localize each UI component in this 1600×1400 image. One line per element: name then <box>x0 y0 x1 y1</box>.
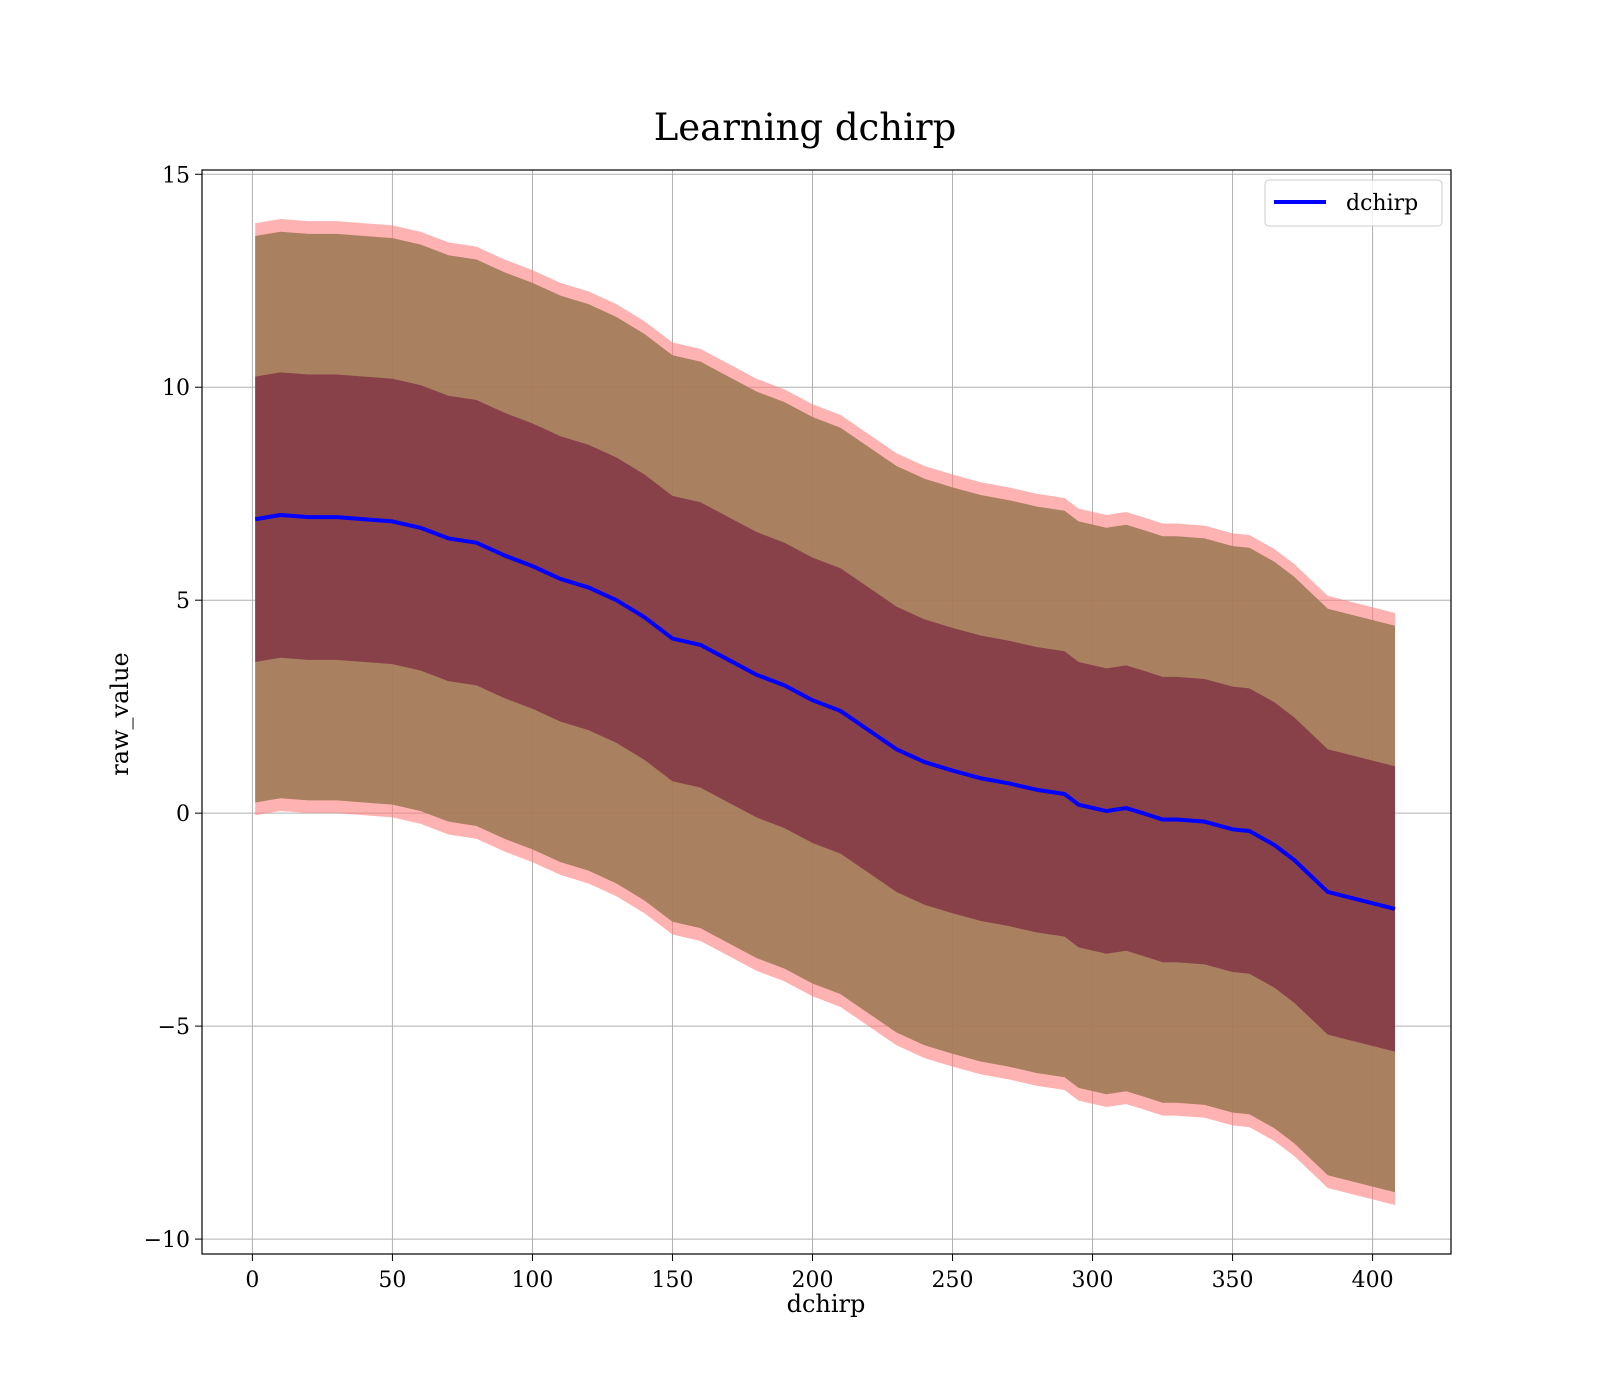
legend: dchirp <box>1264 179 1443 227</box>
x-tick-label: 350 <box>1212 1268 1254 1293</box>
x-tick-label: 400 <box>1352 1268 1394 1293</box>
legend-box <box>1264 179 1443 227</box>
x-axis-label: dchirp <box>787 1290 866 1318</box>
y-tick-label: 10 <box>162 376 190 401</box>
y-axis-ticks: −10 −5 0 5 10 15 <box>144 163 202 1253</box>
y-tick-label: 0 <box>176 802 190 827</box>
series-line-dchirp <box>254 513 1396 911</box>
y-tick-label: −5 <box>158 1015 190 1040</box>
x-tick-label: 200 <box>791 1268 833 1293</box>
x-axis-ticks: 0 50 100 150 200 250 300 350 400 <box>245 1254 1394 1293</box>
y-tick-label: −10 <box>144 1228 190 1253</box>
plot-frame <box>201 169 1452 1255</box>
x-tick-label: 50 <box>378 1268 406 1293</box>
x-tick-label: 300 <box>1072 1268 1114 1293</box>
y-tick-label: 15 <box>162 163 190 188</box>
series-lines <box>254 513 1396 911</box>
y-tick-label: 5 <box>176 589 190 614</box>
x-tick-label: 0 <box>245 1268 259 1293</box>
x-tick-label: 150 <box>651 1268 693 1293</box>
x-tick-label: 250 <box>932 1268 974 1293</box>
legend-label-dchirp: dchirp <box>1346 191 1418 216</box>
confidence-bands <box>255 218 1395 1206</box>
band-inner <box>255 372 1395 1052</box>
x-tick-label: 100 <box>511 1268 553 1293</box>
y-axis-label: raw_value <box>106 652 134 776</box>
chart-title: Learning dchirp <box>654 106 957 149</box>
